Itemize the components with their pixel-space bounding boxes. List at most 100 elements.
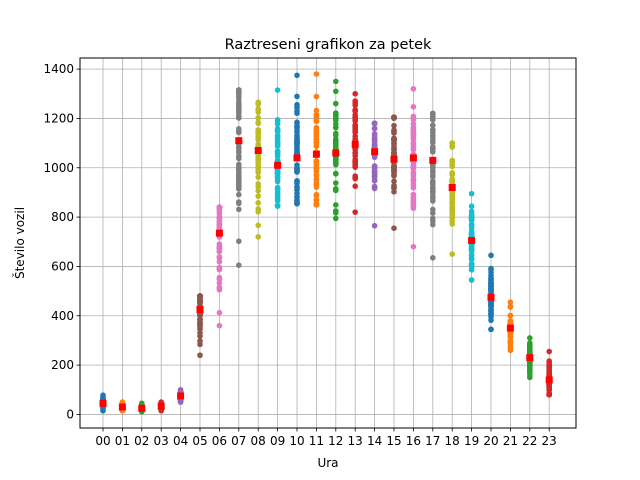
data-point bbox=[391, 122, 397, 129]
data-point bbox=[274, 149, 281, 155]
y-tick-label: 0 bbox=[66, 407, 74, 421]
data-point bbox=[371, 131, 378, 137]
data-point bbox=[294, 190, 300, 197]
data-point bbox=[313, 71, 320, 77]
data-point bbox=[255, 222, 261, 229]
data-point bbox=[430, 122, 436, 129]
data-point bbox=[313, 168, 320, 175]
data-point bbox=[371, 185, 378, 192]
data-point bbox=[294, 104, 300, 111]
data-point bbox=[313, 111, 320, 118]
data-point bbox=[255, 174, 261, 180]
data-point bbox=[507, 331, 514, 337]
data-point bbox=[449, 251, 456, 257]
data-point bbox=[274, 176, 281, 183]
x-tick-label: 03 bbox=[154, 434, 169, 448]
y-tick-label: 200 bbox=[51, 358, 74, 372]
data-point bbox=[333, 180, 339, 186]
y-tick-label: 400 bbox=[51, 309, 74, 323]
data-point bbox=[488, 252, 494, 259]
x-tick-label: 21 bbox=[503, 434, 518, 448]
data-point bbox=[313, 93, 320, 100]
data-point bbox=[391, 127, 397, 133]
data-point bbox=[236, 99, 242, 105]
data-point bbox=[216, 246, 223, 252]
data-point bbox=[255, 193, 261, 199]
data-point bbox=[507, 312, 514, 319]
x-tick-label: 19 bbox=[464, 434, 479, 448]
data-point bbox=[197, 293, 203, 299]
data-point bbox=[546, 391, 552, 398]
data-point bbox=[468, 277, 475, 283]
data-point bbox=[546, 365, 552, 371]
data-point bbox=[255, 119, 261, 126]
data-point bbox=[449, 195, 456, 202]
data-point bbox=[313, 177, 320, 183]
data-point bbox=[333, 130, 339, 137]
data-point bbox=[371, 120, 378, 127]
mean-marker bbox=[468, 237, 476, 245]
data-point bbox=[371, 163, 378, 169]
data-point bbox=[449, 191, 456, 197]
x-axis-ticks: 00 01 02 03 04 05 06 07 08 09 10 11 12 13 14 15 16 17 18 19… bbox=[95, 428, 557, 448]
x-axis-label: Ura bbox=[317, 456, 338, 470]
x-tick-label: 23 bbox=[542, 434, 557, 448]
mean-marker bbox=[293, 154, 301, 162]
data-point bbox=[236, 129, 242, 135]
data-point bbox=[391, 172, 397, 179]
y-tick-label: 800 bbox=[51, 210, 74, 224]
data-point bbox=[391, 225, 397, 231]
data-point bbox=[313, 140, 320, 146]
y-tick-label: 600 bbox=[51, 259, 74, 273]
data-point bbox=[468, 266, 475, 273]
data-point bbox=[410, 103, 417, 110]
data-point bbox=[236, 115, 242, 121]
data-point bbox=[313, 158, 320, 164]
data-point bbox=[333, 202, 339, 208]
data-point bbox=[313, 115, 320, 122]
mean-marker bbox=[506, 324, 514, 332]
data-point bbox=[236, 206, 242, 213]
data-point bbox=[488, 275, 494, 281]
data-point bbox=[274, 169, 281, 176]
data-point bbox=[410, 162, 417, 169]
data-point bbox=[236, 262, 242, 269]
data-point bbox=[197, 330, 203, 336]
data-point bbox=[255, 106, 261, 113]
data-point bbox=[410, 86, 417, 92]
x-tick-label: 10 bbox=[289, 434, 304, 448]
data-point bbox=[449, 171, 456, 178]
data-point bbox=[410, 243, 417, 250]
data-point bbox=[430, 114, 436, 121]
x-tick-label: 18 bbox=[445, 434, 460, 448]
data-point bbox=[236, 110, 242, 117]
data-point bbox=[216, 284, 223, 291]
data-point bbox=[430, 190, 436, 196]
data-point bbox=[236, 179, 242, 185]
data-point bbox=[216, 276, 223, 282]
data-point bbox=[546, 348, 552, 355]
data-point bbox=[391, 178, 397, 185]
data-point bbox=[294, 148, 300, 155]
data-point bbox=[430, 198, 436, 204]
x-tick-label: 08 bbox=[251, 434, 266, 448]
data-point bbox=[352, 102, 359, 109]
mean-marker bbox=[312, 150, 320, 158]
data-point bbox=[255, 133, 261, 139]
mean-marker bbox=[409, 154, 417, 162]
mean-marker bbox=[429, 156, 437, 164]
x-tick-label: 02 bbox=[134, 434, 149, 448]
data-point bbox=[255, 137, 261, 143]
data-point bbox=[274, 196, 281, 203]
data-point bbox=[255, 206, 261, 212]
data-point bbox=[410, 134, 417, 141]
data-point bbox=[430, 110, 436, 117]
mean-marker bbox=[196, 306, 204, 314]
mean-marker bbox=[157, 402, 165, 410]
data-point bbox=[410, 141, 417, 148]
mean-marker bbox=[526, 354, 534, 362]
data-point bbox=[410, 194, 417, 201]
data-point bbox=[488, 265, 494, 272]
